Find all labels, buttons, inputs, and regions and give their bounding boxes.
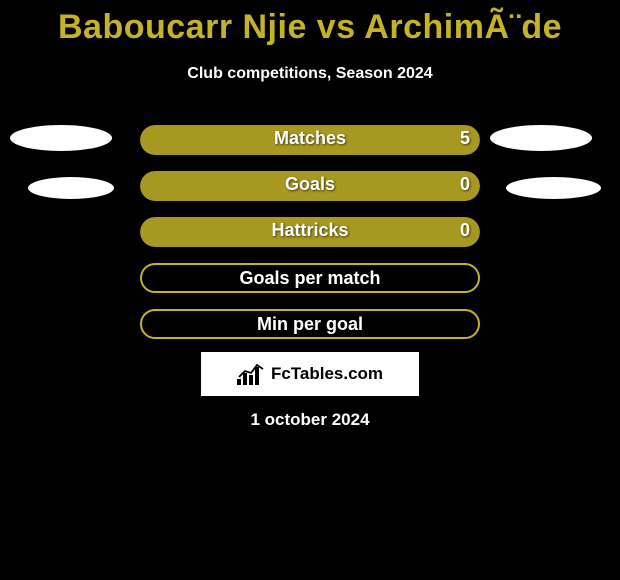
bar-label: Goals per match	[142, 268, 478, 289]
bar-value-right: 0	[460, 220, 470, 241]
bar-value-right: 5	[460, 128, 470, 149]
bar-track: Min per goal	[140, 309, 480, 339]
bar-track: Hattricks0	[140, 217, 480, 247]
bar-label: Hattricks	[140, 220, 480, 241]
page-subtitle: Club competitions, Season 2024	[0, 65, 620, 83]
bar-track: Goals per match	[140, 263, 480, 293]
bar-track: Goals0	[140, 171, 480, 201]
stat-row: Min per goal	[0, 309, 620, 355]
player-ellipse	[490, 125, 592, 151]
player-ellipse	[10, 125, 112, 151]
logo-box: FcTables.com	[201, 352, 419, 396]
bar-label: Min per goal	[142, 314, 478, 335]
page-title: Baboucarr Njie vs ArchimÃ¨de	[0, 0, 620, 47]
date-text: 1 october 2024	[0, 410, 620, 430]
stat-row: Goals per match	[0, 263, 620, 309]
fctables-icon	[237, 363, 265, 385]
bar-label: Matches	[140, 128, 480, 149]
logo-text: FcTables.com	[271, 364, 383, 384]
player-ellipse	[506, 177, 601, 199]
bar-track: Matches5	[140, 125, 480, 155]
chart-area: Matches5Goals0Hattricks0Goals per matchM…	[0, 125, 620, 355]
comparison-infographic: Baboucarr Njie vs ArchimÃ¨de Club compet…	[0, 0, 620, 580]
bar-value-right: 0	[460, 174, 470, 195]
bar-label: Goals	[140, 174, 480, 195]
stat-row: Hattricks0	[0, 217, 620, 263]
player-ellipse	[28, 177, 114, 199]
